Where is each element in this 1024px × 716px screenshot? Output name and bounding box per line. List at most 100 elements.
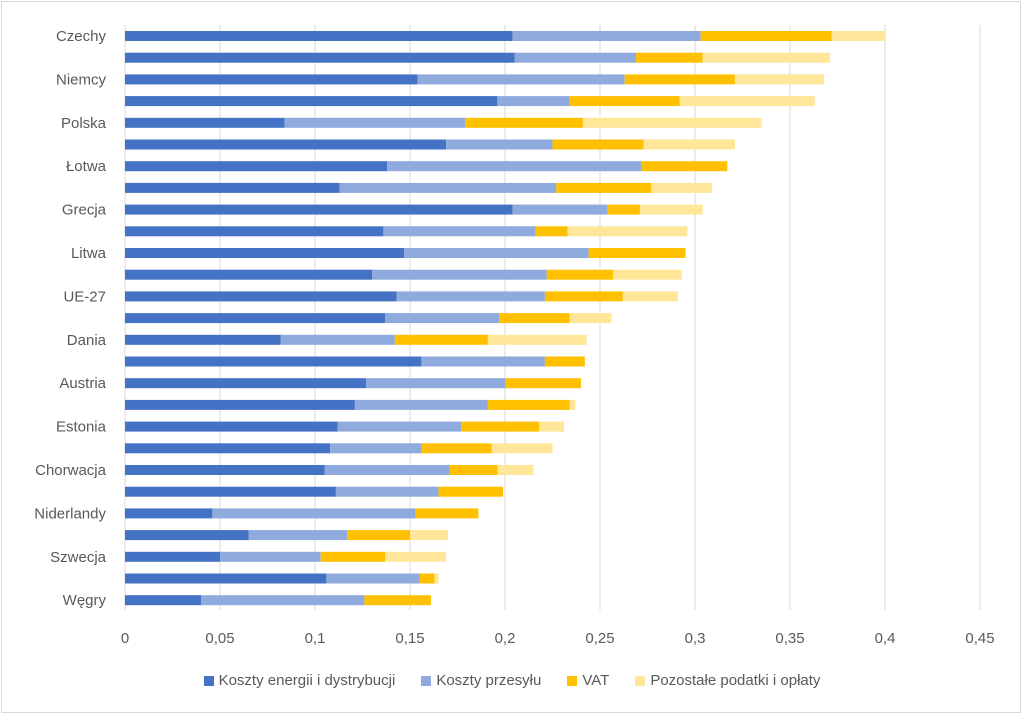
bar-segment-series-0 <box>125 31 513 41</box>
bar-segment-series-3 <box>831 31 885 41</box>
legend-item: VAT <box>567 672 609 689</box>
bar-segment-series-0 <box>125 399 355 410</box>
bar-segment-series-2 <box>320 551 386 562</box>
bars <box>125 31 885 606</box>
bar-segment-series-2 <box>544 291 623 302</box>
bar-segment-series-1 <box>326 573 420 584</box>
x-tick-label: 0,1 <box>305 630 326 647</box>
bar-segment-series-1 <box>512 204 608 215</box>
bar-segment-series-3 <box>491 443 553 454</box>
bar-segment-series-0 <box>125 204 513 215</box>
legend-item: Koszty energii i dystrybucji <box>203 672 396 689</box>
bar-segment-series-2 <box>535 226 568 237</box>
bar-segment-series-1 <box>396 291 545 302</box>
bar-segment-series-0 <box>125 96 498 107</box>
bar-segment-series-3 <box>569 399 576 410</box>
bar-segment-series-2 <box>438 486 504 497</box>
bar-segment-series-3 <box>567 226 688 237</box>
bar-segment-series-3 <box>734 74 825 85</box>
bar-segment-series-1 <box>421 356 545 367</box>
bar-segment-series-0 <box>125 551 220 562</box>
bar-segment-series-2 <box>487 399 570 410</box>
bar-segment-series-0 <box>125 421 338 432</box>
bar-segment-series-2 <box>419 573 435 584</box>
bar-segment-series-2 <box>449 465 498 475</box>
bar-segment-series-3 <box>434 573 439 584</box>
x-tick-label: 0,3 <box>685 630 706 647</box>
category-labels: Czechy Niemcy Polska Łotwa Grecja Litwa UE-27 D… <box>34 28 106 609</box>
bar-segment-series-2 <box>364 595 431 606</box>
bar-segment-series-0 <box>125 334 281 345</box>
bar-segment-series-0 <box>125 248 405 258</box>
bar-segment-series-1 <box>335 486 439 497</box>
bar-segment-series-3 <box>613 269 682 280</box>
bar-segment-series-0 <box>125 486 336 497</box>
legend-swatch <box>567 675 578 686</box>
legend-label: Koszty przesyłu <box>436 672 542 689</box>
legend-item: Koszty przesyłu <box>421 672 541 689</box>
bar-segment-series-1 <box>212 508 416 519</box>
bar-segment-series-0 <box>125 161 388 172</box>
legend-item: Pozostałe podatki i opłaty <box>635 672 820 689</box>
x-tick-label: 0,25 <box>585 630 614 647</box>
bar-segment-series-0 <box>125 182 340 193</box>
bar-segment-series-0 <box>125 573 327 584</box>
category-label: Szwecja <box>50 549 107 566</box>
category-label: Niderlandy <box>34 505 106 522</box>
bar-segment-series-0 <box>125 443 331 454</box>
bar-segment-series-1 <box>201 595 365 606</box>
bar-segment-series-2 <box>499 313 570 324</box>
bar-segment-series-2 <box>700 31 832 41</box>
bar-segment-series-2 <box>465 117 583 128</box>
bar-segment-series-1 <box>372 269 547 280</box>
bar-segment-series-1 <box>354 399 488 410</box>
legend-swatch <box>421 675 432 686</box>
bar-segment-series-0 <box>125 356 422 367</box>
category-label: Czechy <box>56 28 107 45</box>
bar-segment-series-2 <box>636 52 703 63</box>
legend-label: Koszty energii i dystrybucji <box>218 672 396 689</box>
bar-segment-series-2 <box>544 356 585 367</box>
bar-segment-series-2 <box>415 508 479 519</box>
x-tick-label: 0 <box>121 630 129 647</box>
category-label: Estonia <box>56 419 107 436</box>
bar-segment-series-0 <box>125 291 397 302</box>
bar-segment-series-0 <box>125 139 447 150</box>
bar-segment-series-3 <box>487 334 587 345</box>
bar-segment-series-3 <box>651 182 713 193</box>
bar-segment-series-1 <box>446 139 553 150</box>
bar-segment-series-0 <box>125 74 418 85</box>
bar-segment-series-2 <box>461 421 540 432</box>
bar-segment-series-2 <box>641 161 728 172</box>
bar-segment-series-2 <box>546 269 614 280</box>
bar-segment-series-1 <box>387 161 642 172</box>
legend-swatch <box>203 675 214 686</box>
category-label: Dania <box>67 332 107 349</box>
bar-segment-series-3 <box>582 117 762 128</box>
category-label: UE-27 <box>63 288 106 305</box>
bar-segment-series-2 <box>569 96 680 107</box>
bar-segment-series-0 <box>125 269 372 280</box>
bar-segment-series-0 <box>125 530 249 541</box>
bar-segment-series-0 <box>125 226 384 237</box>
bar-segment-series-1 <box>337 421 462 432</box>
x-tick-label: 0,15 <box>395 630 424 647</box>
category-label: Chorwacja <box>35 462 107 479</box>
bar-segment-series-2 <box>552 139 644 150</box>
legend-label: Pozostałe podatki i opłaty <box>650 672 821 689</box>
bar-segment-series-2 <box>607 204 640 215</box>
bar-segment-series-1 <box>339 182 557 193</box>
bar-segment-series-3 <box>385 551 447 562</box>
bar-segment-series-3 <box>410 530 448 541</box>
bar-segment-series-1 <box>385 313 500 324</box>
category-label: Grecja <box>62 202 107 219</box>
x-axis-ticks: 0 0,05 0,1 0,15 0,2 0,25 0,3 0,35 0,4 0,45 <box>121 630 995 647</box>
bar-segment-series-2 <box>556 182 652 193</box>
bar-segment-series-1 <box>366 378 505 389</box>
bar-segment-series-1 <box>330 443 422 454</box>
category-label: Niemcy <box>56 71 107 88</box>
bar-segment-series-1 <box>220 551 321 562</box>
category-label: Litwa <box>71 245 107 262</box>
legend: Koszty energii i dystrybucji Koszty przes… <box>0 672 1024 689</box>
